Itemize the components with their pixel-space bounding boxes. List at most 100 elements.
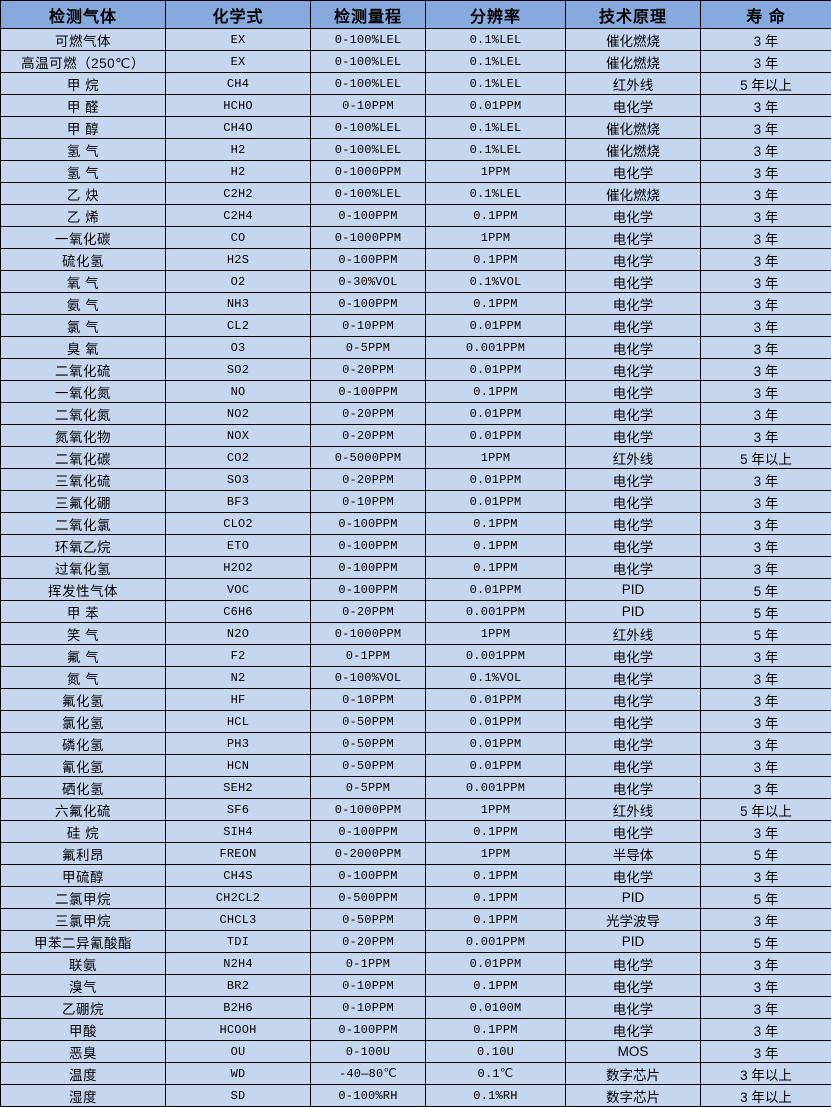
cell-range: 0-30%VOL (311, 271, 426, 293)
cell-gas: 氟 气 (1, 645, 166, 667)
cell-gas: 一氧化碳 (1, 227, 166, 249)
cell-life: 5 年以上 (701, 799, 831, 821)
cell-formula: F2 (166, 645, 311, 667)
cell-range: 0-100PPM (311, 865, 426, 887)
cell-tech: 电化学 (566, 997, 701, 1019)
cell-tech: 催化燃烧 (566, 183, 701, 205)
cell-res: 0.1PPM (426, 887, 566, 909)
cell-formula: ETO (166, 535, 311, 557)
cell-range: 0-100PPM (311, 1019, 426, 1041)
cell-formula: NO (166, 381, 311, 403)
cell-formula: NOX (166, 425, 311, 447)
cell-life: 3 年 (701, 139, 831, 161)
cell-gas: 六氟化硫 (1, 799, 166, 821)
cell-gas: 挥发性气体 (1, 579, 166, 601)
cell-gas: 二氯甲烷 (1, 887, 166, 909)
cell-tech: 电化学 (566, 425, 701, 447)
cell-life: 3 年 (701, 403, 831, 425)
cell-formula: NO2 (166, 403, 311, 425)
cell-range: 0-10PPM (311, 997, 426, 1019)
cell-formula: H2O2 (166, 557, 311, 579)
cell-tech: 电化学 (566, 975, 701, 997)
cell-gas: 甲硫醇 (1, 865, 166, 887)
cell-range: 0-100%LEL (311, 73, 426, 95)
cell-life: 3 年 (701, 205, 831, 227)
cell-life: 3 年 (701, 491, 831, 513)
cell-range: 0-1000PPM (311, 161, 426, 183)
cell-res: 0.1%LEL (426, 117, 566, 139)
cell-life: 5 年 (701, 843, 831, 865)
cell-formula: H2 (166, 161, 311, 183)
cell-tech: 电化学 (566, 953, 701, 975)
cell-life: 3 年 (701, 909, 831, 931)
cell-gas: 环氧乙烷 (1, 535, 166, 557)
cell-range: 0-100%LEL (311, 29, 426, 51)
cell-life: 3 年 (701, 425, 831, 447)
cell-gas: 恶臭 (1, 1041, 166, 1063)
cell-range: 0-10PPM (311, 95, 426, 117)
cell-formula: HCOOH (166, 1019, 311, 1041)
cell-formula: CO2 (166, 447, 311, 469)
cell-tech: 光学波导 (566, 909, 701, 931)
cell-tech: 电化学 (566, 645, 701, 667)
cell-range: 0-100%VOL (311, 667, 426, 689)
cell-range: -40—80℃ (311, 1063, 426, 1085)
cell-life: 3 年 (701, 1041, 831, 1063)
cell-gas: 三氯甲烷 (1, 909, 166, 931)
column-header-range: 检测量程 (311, 1, 426, 29)
cell-tech: 红外线 (566, 73, 701, 95)
cell-gas: 乙 烯 (1, 205, 166, 227)
cell-tech: 电化学 (566, 227, 701, 249)
cell-life: 3 年 (701, 953, 831, 975)
cell-life: 3 年 (701, 359, 831, 381)
cell-gas: 甲苯二异氰酸酯 (1, 931, 166, 953)
cell-life: 3 年 (701, 249, 831, 271)
cell-res: 0.01PPM (426, 425, 566, 447)
cell-tech: 电化学 (566, 381, 701, 403)
cell-res: 0.1PPM (426, 205, 566, 227)
cell-gas: 氯 气 (1, 315, 166, 337)
cell-range: 0-20PPM (311, 359, 426, 381)
cell-tech: 电化学 (566, 293, 701, 315)
cell-formula: VOC (166, 579, 311, 601)
cell-life: 5 年 (701, 623, 831, 645)
cell-gas: 氰化氢 (1, 755, 166, 777)
cell-formula: HF (166, 689, 311, 711)
cell-life: 3 年 (701, 161, 831, 183)
cell-tech: 电化学 (566, 667, 701, 689)
cell-tech: 电化学 (566, 1019, 701, 1041)
cell-gas: 硫化氢 (1, 249, 166, 271)
cell-res: 0.001PPM (426, 601, 566, 623)
cell-res: 0.1%LEL (426, 73, 566, 95)
cell-formula: HCHO (166, 95, 311, 117)
cell-range: 0-20PPM (311, 601, 426, 623)
cell-tech: 催化燃烧 (566, 29, 701, 51)
cell-gas: 甲 烷 (1, 73, 166, 95)
cell-life: 5 年 (701, 579, 831, 601)
cell-tech: 电化学 (566, 535, 701, 557)
cell-life: 3 年 (701, 557, 831, 579)
cell-formula: HCL (166, 711, 311, 733)
cell-life: 3 年 (701, 183, 831, 205)
cell-tech: 电化学 (566, 205, 701, 227)
cell-res: 1PPM (426, 161, 566, 183)
cell-tech: 电化学 (566, 733, 701, 755)
cell-gas: 氮 气 (1, 667, 166, 689)
